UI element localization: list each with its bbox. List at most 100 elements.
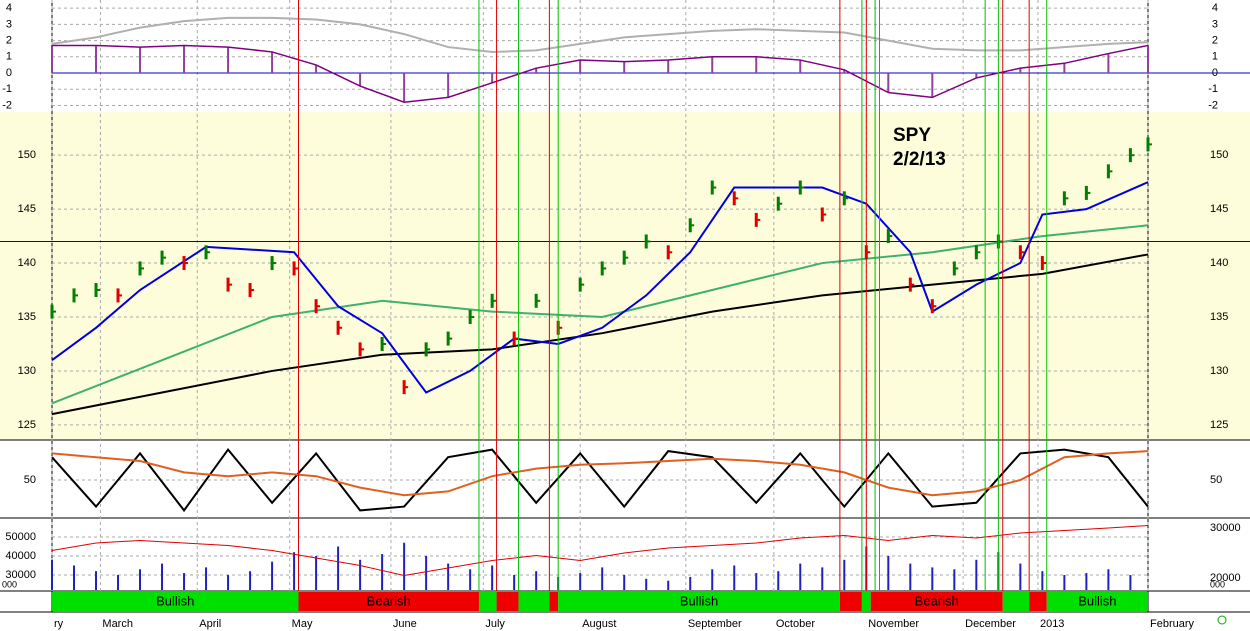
price-close-tick	[668, 251, 673, 254]
y-tick-label: 50	[1210, 474, 1222, 486]
volume-bar	[359, 559, 362, 590]
histogram-bar	[535, 68, 538, 74]
price-close-tick	[998, 240, 1003, 243]
histogram-bar	[1107, 53, 1110, 74]
price-close-tick	[822, 213, 827, 216]
clipped-label: 000	[2, 579, 17, 589]
volume-bar	[293, 552, 296, 590]
volume-bar	[755, 573, 758, 590]
y-tick-label: 4	[6, 2, 12, 14]
regime-segment	[1029, 592, 1047, 611]
volume-bar	[117, 574, 120, 590]
volume-bar	[183, 573, 186, 590]
price-close-tick	[712, 186, 717, 189]
regime-segment	[861, 592, 871, 611]
price-close-tick	[778, 202, 783, 205]
price-close-tick	[1042, 262, 1047, 265]
volume-bar	[799, 563, 802, 590]
y-tick-label: 1	[6, 51, 12, 63]
volume-bar	[425, 555, 428, 590]
volume-bar	[953, 569, 956, 590]
y-tick-label: 40000	[5, 550, 36, 562]
price-close-tick	[360, 348, 365, 351]
volume-bar	[821, 567, 824, 590]
volume-line	[51, 525, 1149, 577]
volume-bar	[205, 567, 208, 590]
x-tick-label: April	[199, 618, 221, 630]
x-tick-label: June	[393, 618, 417, 630]
y-tick-label: -2	[2, 99, 12, 111]
y-tick-label: -1	[2, 83, 12, 95]
annotation: SPY	[893, 125, 931, 146]
price-close-tick	[1086, 191, 1091, 194]
y-tick-label: 135	[18, 311, 36, 323]
price-overlay	[51, 224, 1149, 405]
price-close-tick	[118, 294, 123, 297]
histogram-bar	[887, 73, 890, 93]
histogram-bar	[315, 64, 318, 74]
histogram-bar	[931, 73, 934, 98]
price-close-tick	[1020, 251, 1025, 254]
price-close-tick	[140, 267, 145, 270]
x-tick-label: July	[485, 618, 505, 630]
y-tick-label: 125	[1210, 419, 1228, 431]
regime-segment	[1002, 592, 1030, 611]
x-tick-label: August	[582, 618, 616, 630]
y-tick-label: 1	[1212, 51, 1218, 63]
price-close-tick	[1064, 197, 1069, 200]
y-tick-label: 3	[6, 18, 12, 30]
histogram-bar	[843, 69, 846, 74]
volume-bar	[909, 563, 912, 590]
regime-segment	[298, 592, 479, 611]
y-tick-label: 125	[18, 419, 36, 431]
price-close-tick	[624, 256, 629, 259]
volume-bar	[337, 546, 340, 590]
y-tick-label: 130	[18, 365, 36, 377]
price-close-tick	[602, 267, 607, 270]
y-tick-label: 50	[24, 474, 36, 486]
y-tick-label: 150	[18, 149, 36, 161]
x-tick-label: March	[102, 618, 133, 630]
price-close-tick	[250, 289, 255, 292]
histogram-bar	[447, 73, 450, 98]
price-close-tick	[976, 251, 981, 254]
x-tick-label: September	[688, 618, 742, 630]
histogram-bar	[711, 56, 714, 74]
volume-bar	[469, 569, 472, 590]
price-close-tick	[316, 305, 321, 308]
y-tick-label: 3	[1212, 18, 1218, 30]
volume-bar	[315, 555, 318, 590]
regime-segment	[870, 592, 1003, 611]
regime-segment	[518, 592, 550, 611]
price-close-tick	[206, 251, 211, 254]
volume-bar	[975, 559, 978, 590]
histogram-bar	[403, 73, 406, 103]
status-icon	[1217, 615, 1227, 625]
volume-bar	[491, 565, 494, 590]
price-close-tick	[74, 294, 79, 297]
oscillator-line	[51, 447, 1149, 513]
regime-segment	[839, 592, 862, 611]
volume-bar	[733, 565, 736, 590]
y-tick-label: -2	[1208, 99, 1218, 111]
y-tick-label: 130	[1210, 365, 1228, 377]
histogram-bar	[975, 73, 978, 78]
histogram-bar	[51, 45, 53, 74]
price-close-tick	[1148, 143, 1152, 146]
regime-segment	[549, 592, 559, 611]
volume-bar	[95, 571, 98, 590]
x-tick-label: December	[965, 618, 1016, 630]
price-close-tick	[580, 283, 585, 286]
price-close-tick	[910, 283, 915, 286]
price-close-tick	[382, 342, 387, 345]
price-overlay	[51, 181, 1149, 394]
y-tick-label: 135	[1210, 311, 1228, 323]
y-tick-label: 145	[1210, 203, 1228, 215]
price-close-tick	[954, 267, 959, 270]
histogram-bar	[623, 61, 626, 74]
price-close-tick	[844, 197, 849, 200]
y-tick-label: 145	[18, 203, 36, 215]
price-close-tick	[558, 326, 563, 329]
